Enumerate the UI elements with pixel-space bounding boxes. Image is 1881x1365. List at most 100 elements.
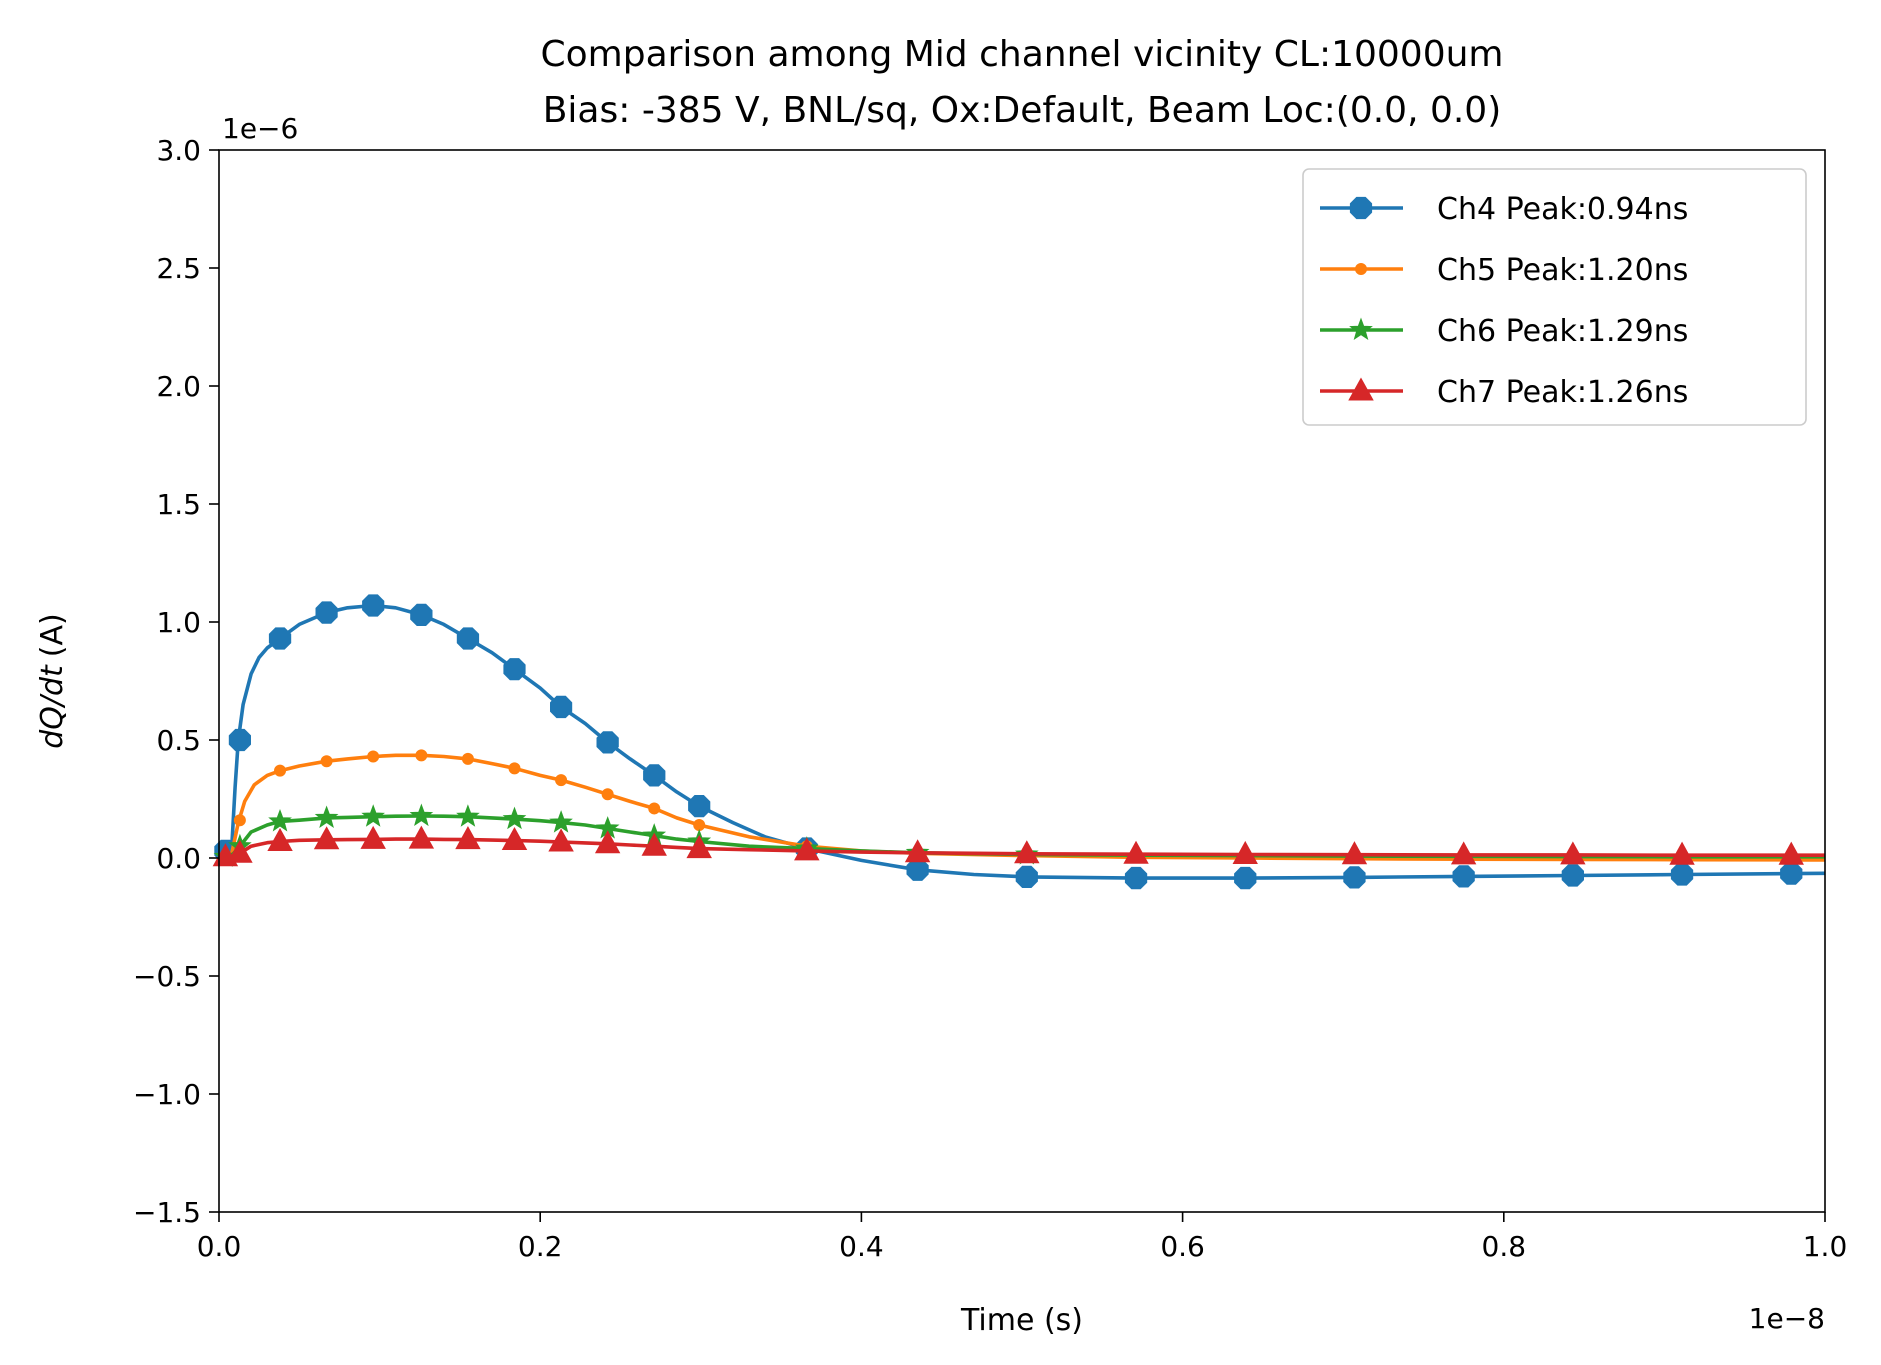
plot-frame: [218, 149, 1826, 1213]
data-point-dot: [648, 802, 661, 815]
x-tick-label: 1.0: [1803, 1230, 1848, 1263]
data-point-triangle: [794, 837, 820, 861]
data-point-octagon: [1670, 863, 1694, 886]
series-layer: [212, 594, 1826, 890]
y-tick-label: −1.0: [133, 1078, 201, 1111]
data-point-octagon: [1343, 866, 1366, 889]
data-point-triangle: [501, 827, 528, 850]
data-point-octagon: [906, 858, 929, 881]
legend-entry: Ch4 Peak:0.94ns: [1320, 192, 1688, 227]
data-point-triangle: [1014, 840, 1040, 864]
data-point-triangle: [1669, 841, 1695, 865]
data-point-star: [502, 806, 527, 830]
data-point-octagon: [688, 795, 711, 818]
data-point-triangle: [1232, 840, 1258, 864]
y-axis-label-symbol: dQ/dt: [35, 664, 70, 749]
data-point-octagon: [268, 627, 292, 650]
x-axis-label: Time (s): [960, 1303, 1083, 1338]
y-tick-label: −0.5: [133, 960, 201, 993]
data-point-octagon: [596, 731, 619, 754]
legend: Ch4 Peak:0.94ns Ch5 Peak:1.20ns Ch6 Peak:1…: [1302, 168, 1807, 426]
data-point-dot: [1355, 263, 1367, 275]
data-point-dot: [320, 755, 333, 768]
data-point-octagon: [1349, 196, 1373, 220]
legend-entry: Ch5 Peak:1.20ns: [1320, 253, 1688, 288]
y-tick-label: 1.0: [156, 606, 201, 639]
y-tick-label: 0.5: [156, 724, 201, 757]
x-offset-label: 1e−8: [1749, 1302, 1825, 1335]
y-axis-label-unit: (A): [35, 613, 70, 657]
data-point-triangle: [1450, 841, 1477, 865]
data-point-triangle: [455, 826, 481, 850]
data-point-triangle: [641, 832, 667, 856]
data-point-triangle: [1341, 841, 1368, 865]
x-tick-label: 0.4: [839, 1230, 884, 1263]
chart-subtitle: Bias: -385 V, BNL/sq, Ox:Default, Beam L…: [543, 90, 1502, 131]
data-point-octagon: [1124, 866, 1148, 890]
legend-entries: Ch4 Peak:0.94ns Ch5 Peak:1.20ns Ch6 Peak:1…: [1320, 192, 1688, 410]
data-point-triangle: [904, 839, 931, 863]
x-tick-label: 0.8: [1482, 1230, 1527, 1263]
y-axis-label: dQ/dt (A): [35, 613, 70, 749]
data-point-dot: [367, 750, 380, 763]
legend-label: Ch5 Peak:1.20ns: [1437, 253, 1688, 288]
legend-entry: Ch7 Peak:1.26ns: [1320, 375, 1688, 410]
y-tick-label: 0.0: [156, 842, 201, 875]
data-point-octagon: [410, 603, 433, 626]
data-point-star: [456, 804, 480, 827]
y-tick-label: 2.0: [156, 370, 201, 403]
data-point-octagon: [1234, 866, 1257, 890]
data-point-dot: [693, 818, 706, 831]
data-point-octagon: [1561, 864, 1584, 887]
y-axis-ticks: −1.5 −1.0 −0.5 0.0 0.5 1.0 1.5 2.0 2.5 3.0: [133, 134, 219, 1229]
data-point-triangle: [360, 825, 386, 849]
y-tick-label: 2.5: [156, 252, 201, 285]
data-point-triangle: [1123, 840, 1149, 864]
data-point-triangle: [1348, 377, 1374, 401]
data-point-star: [409, 803, 434, 827]
data-point-octagon: [550, 695, 573, 719]
x-tick-label: 0.6: [1160, 1230, 1205, 1263]
series-ch7: [212, 825, 1825, 867]
data-point-triangle: [1778, 841, 1804, 865]
data-point-octagon: [643, 764, 666, 787]
y-tick-label: 1.5: [156, 488, 201, 521]
data-point-triangle: [408, 825, 435, 849]
data-point-octagon: [315, 601, 338, 624]
data-point-octagon: [503, 658, 526, 681]
data-point-octagon: [456, 627, 480, 650]
data-point-dot: [274, 764, 287, 777]
data-point-triangle: [1560, 841, 1586, 865]
x-tick-label: 0.2: [518, 1230, 563, 1263]
legend-label: Ch4 Peak:0.94ns: [1437, 192, 1688, 227]
data-point-triangle: [267, 827, 293, 851]
data-point-octagon: [1452, 865, 1475, 888]
data-point-octagon: [362, 594, 385, 617]
data-point-star: [1349, 317, 1373, 341]
data-point-star: [314, 805, 339, 828]
data-point-dot: [508, 762, 521, 775]
svg-text:dQ/dt(A): dQ/dt (A): [35, 613, 70, 749]
legend-frame: [1302, 168, 1807, 426]
data-point-star: [268, 808, 292, 832]
data-point-triangle: [548, 828, 574, 852]
x-tick-label: 0.0: [197, 1230, 242, 1263]
data-point-triangle: [686, 835, 712, 859]
legend-label: Ch7 Peak:1.26ns: [1437, 375, 1688, 410]
chart-title: Comparison among Mid channel vicinity CL…: [540, 34, 1503, 75]
data-point-triangle: [594, 830, 621, 854]
data-point-dot: [461, 752, 474, 765]
data-point-dot: [555, 774, 568, 787]
data-point-triangle: [313, 826, 340, 850]
data-point-star: [361, 804, 385, 827]
x-axis-ticks: 0.0 0.2 0.4 0.6 0.8 1.0: [197, 1212, 1848, 1263]
data-point-dot: [415, 749, 428, 762]
data-point-triangle: [227, 839, 253, 863]
data-point-star: [549, 810, 573, 833]
y-tick-label: −1.5: [133, 1196, 201, 1229]
y-offset-label: 1e−6: [222, 112, 298, 145]
data-point-dot: [233, 814, 246, 827]
data-point-dot: [601, 788, 614, 801]
data-point-octagon: [228, 728, 251, 752]
data-point-octagon: [1015, 865, 1038, 888]
